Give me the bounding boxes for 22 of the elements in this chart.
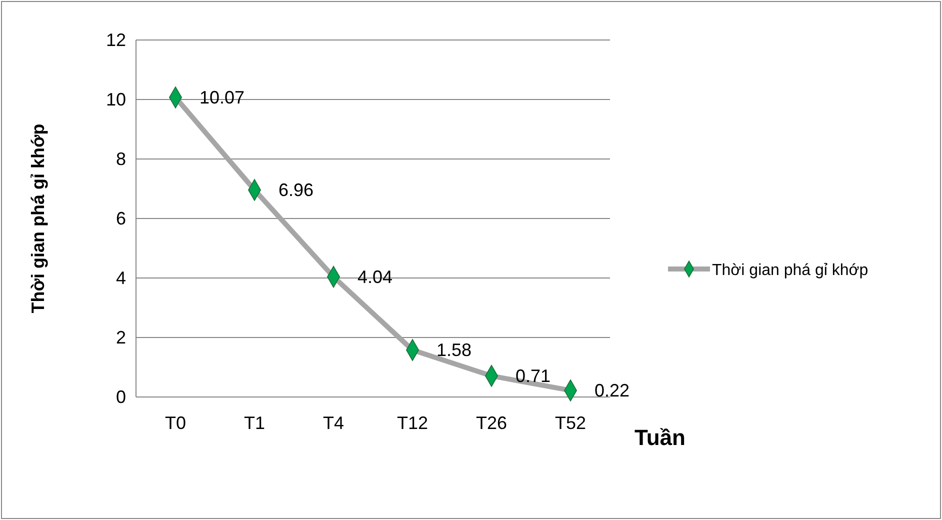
y-tick-label: 6 (116, 208, 126, 228)
x-tick-label: T52 (554, 413, 586, 433)
data-label: 10.07 (200, 87, 245, 108)
y-axis-title: Thời gian phá gỉ khớp (28, 124, 48, 314)
data-label: 0.22 (594, 380, 630, 400)
y-tick-label: 2 (116, 328, 126, 348)
y-tick-label: 10 (106, 90, 126, 110)
data-label: 1.58 (436, 340, 472, 360)
data-label: 4.04 (358, 266, 393, 287)
data-label: 0.71 (516, 366, 551, 386)
x-tick-label: T26 (476, 413, 508, 433)
x-axis-title: Tuần (634, 425, 686, 450)
x-tick-label: T12 (396, 413, 428, 433)
y-tick-label: 12 (106, 30, 126, 50)
data-label: 6.96 (278, 180, 314, 200)
x-tick-label: T0 (164, 413, 186, 433)
legend-label: Thời gian phá gỉ khớp (712, 262, 868, 279)
y-tick-label: 4 (116, 268, 126, 288)
x-tick-label: T1 (244, 413, 266, 433)
y-tick-label: 8 (116, 149, 126, 169)
x-tick-label: T4 (322, 413, 344, 433)
y-tick-label: 0 (116, 387, 126, 407)
